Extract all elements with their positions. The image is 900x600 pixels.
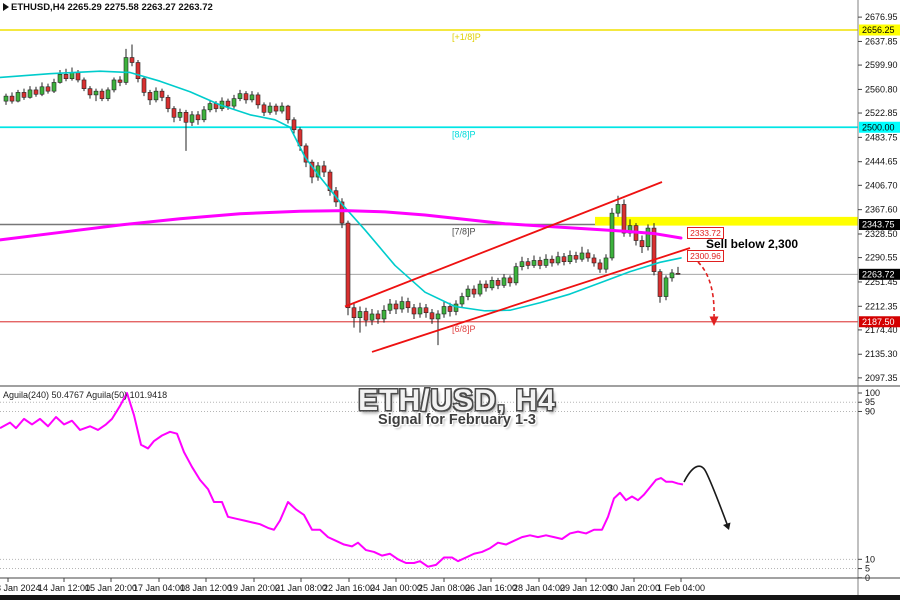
svg-text:2444.65: 2444.65 — [865, 157, 898, 167]
svg-text:2251.45: 2251.45 — [865, 277, 898, 287]
svg-text:1 Feb 04:00: 1 Feb 04:00 — [657, 583, 705, 593]
svg-text:30 Jan 20:00: 30 Jan 20:00 — [608, 583, 660, 593]
murrey-labels: [+1/8]P [8/8]P [7/8]P [6/8]P — [452, 32, 481, 334]
price-tag-upper: 2333.72 — [687, 227, 724, 239]
symbol-info: ETHUSD,H4 2265.29 2275.58 2263.27 2263.7… — [11, 2, 213, 13]
watermark-subtitle: Signal for February 1-3 — [378, 412, 536, 428]
sell-annotation: Sell below 2,300 — [706, 237, 799, 251]
svg-text:5: 5 — [865, 564, 870, 574]
sell-projection-arrow — [697, 261, 719, 326]
svg-text:14 Jan 12:00: 14 Jan 12:00 — [38, 583, 90, 593]
svg-text:2187.50: 2187.50 — [862, 317, 895, 327]
svg-text:[+1/8]P: [+1/8]P — [452, 32, 481, 42]
svg-text:2676.95: 2676.95 — [865, 12, 898, 22]
trend-channel — [344, 181, 691, 353]
svg-text:2367.60: 2367.60 — [865, 205, 898, 215]
svg-text:15 Jan 20:00: 15 Jan 20:00 — [85, 583, 137, 593]
price-tag-lower: 2300.96 — [687, 250, 724, 262]
svg-text:2174.40: 2174.40 — [865, 325, 898, 335]
svg-text:95: 95 — [865, 397, 875, 407]
svg-text:2656.25: 2656.25 — [862, 25, 895, 35]
svg-text:2637.85: 2637.85 — [865, 36, 898, 46]
svg-text:[6/8]P: [6/8]P — [452, 324, 476, 334]
svg-text:21 Jan 08:00: 21 Jan 08:00 — [275, 583, 327, 593]
svg-text:26 Jan 16:00: 26 Jan 16:00 — [465, 583, 517, 593]
svg-text:2290.55: 2290.55 — [865, 253, 898, 263]
price-axis[interactable]: 2676.95 2637.85 2599.90 2560.80 2522.85 2483.… — [857, 0, 900, 595]
svg-text:[8/8]P: [8/8]P — [452, 129, 476, 139]
svg-text:2483.75: 2483.75 — [865, 132, 898, 142]
svg-text:29 Jan 12:00: 29 Jan 12:00 — [560, 583, 612, 593]
svg-text:2135.30: 2135.30 — [865, 349, 898, 359]
svg-text:2560.80: 2560.80 — [865, 84, 898, 94]
svg-text:10: 10 — [865, 554, 875, 564]
channel-line-1 — [344, 181, 663, 308]
watermark-title: ETH/USD, H4 — [358, 384, 556, 417]
svg-text:2212.35: 2212.35 — [865, 301, 898, 311]
svg-text:3 Jan 2024: 3 Jan 2024 — [0, 583, 41, 593]
svg-text:2343.75: 2343.75 — [862, 220, 895, 230]
oscillator-projection-arrow — [683, 465, 731, 530]
svg-text:28 Jan 04:00: 28 Jan 04:00 — [513, 583, 565, 593]
svg-text:2406.70: 2406.70 — [865, 180, 898, 190]
svg-text:[7/8]P: [7/8]P — [452, 227, 476, 237]
resistance-zone — [595, 216, 858, 226]
svg-text:22 Jan 16:00: 22 Jan 16:00 — [323, 583, 375, 593]
indicator-label: Aguila(240) 50.4767 Aguila(50) 101.9418 — [3, 390, 168, 400]
bottom-bar — [0, 595, 900, 600]
channel-line-2 — [371, 247, 691, 353]
svg-text:17 Jan 04:00: 17 Jan 04:00 — [133, 583, 185, 593]
moving-averages — [0, 70, 683, 312]
svg-text:19 Jan 20:00: 19 Jan 20:00 — [228, 583, 280, 593]
arrowhead-down-icon — [709, 316, 719, 326]
svg-text:2097.35: 2097.35 — [865, 373, 898, 383]
svg-text:2599.90: 2599.90 — [865, 60, 898, 70]
oscillator-line — [0, 392, 684, 568]
svg-text:25 Jan 08:00: 25 Jan 08:00 — [418, 583, 470, 593]
arrowhead-down-icon — [723, 522, 731, 530]
oscillator-pane[interactable] — [0, 392, 858, 570]
svg-text:2500.00: 2500.00 — [862, 122, 895, 132]
ma-slow-line — [0, 209, 683, 242]
svg-text:100: 100 — [865, 388, 880, 398]
svg-text:18 Jan 12:00: 18 Jan 12:00 — [180, 583, 232, 593]
svg-text:2263.72: 2263.72 — [862, 269, 895, 279]
svg-text:2328.50: 2328.50 — [865, 229, 898, 239]
symbol-marker-icon — [3, 3, 9, 11]
svg-text:24 Jan 00:00: 24 Jan 00:00 — [370, 583, 422, 593]
ma-fast-line — [0, 70, 682, 312]
svg-text:2522.85: 2522.85 — [865, 108, 898, 118]
svg-text:90: 90 — [865, 406, 875, 416]
